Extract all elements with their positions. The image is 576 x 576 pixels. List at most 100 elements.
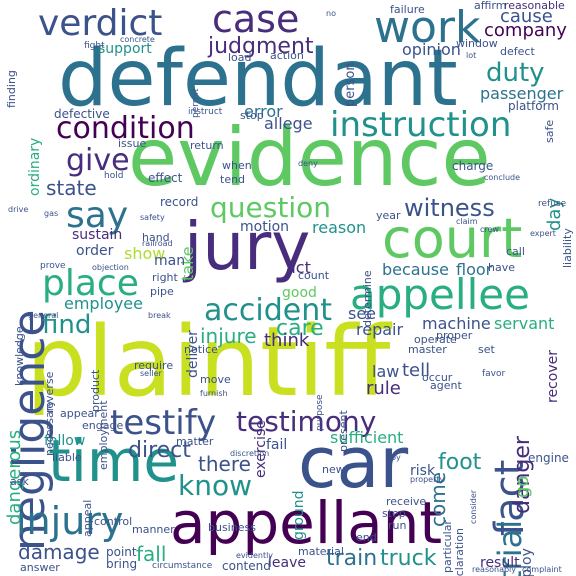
word-have: have — [488, 261, 515, 274]
word-safety: safety — [140, 213, 165, 222]
word-opinion: opinion — [402, 40, 461, 59]
word-ordinary: ordinary — [27, 137, 43, 196]
word-appeal: appeal — [81, 499, 94, 537]
word-platform: platform — [508, 99, 559, 113]
word-conclude: conclude — [484, 173, 521, 182]
word-finding: finding — [5, 70, 18, 108]
word-reasonable: reasonable — [504, 0, 565, 12]
word-liable: liable — [52, 451, 82, 464]
word-lot: lot — [466, 51, 477, 60]
word-testimony: testimony — [236, 405, 377, 438]
word-hold: hold — [104, 171, 124, 181]
word-objection: objection — [92, 263, 129, 272]
word-reasonably: reasonably — [472, 565, 517, 574]
word-right: right — [152, 271, 178, 284]
word-effect: effect — [148, 171, 183, 185]
word-result: result — [480, 555, 520, 571]
word-master: master — [408, 343, 447, 356]
word-question: question — [210, 191, 331, 224]
word-recover: recover — [545, 350, 561, 403]
word-action: action — [270, 49, 304, 62]
word-evidently: evidently — [236, 551, 274, 560]
word-show: show — [124, 244, 166, 263]
word-passenger: passenger — [480, 84, 564, 103]
word-set: set — [478, 343, 495, 356]
word-floor: floor — [456, 260, 493, 279]
word-place: place — [42, 263, 139, 304]
word-crew: crew — [480, 225, 499, 234]
word-receive: receive — [386, 495, 427, 508]
word-witness: witness — [404, 194, 495, 222]
word-complaint: complaint — [522, 565, 562, 574]
word-plaintiff: plaintiff — [26, 306, 391, 418]
word-company: company — [484, 20, 567, 41]
word-time: time — [48, 427, 180, 495]
word-injury: injury — [16, 499, 124, 543]
word-run: run — [388, 519, 407, 532]
word-proper: proper — [436, 329, 473, 342]
word-car: car — [298, 422, 409, 504]
word-defect: defect — [500, 45, 535, 58]
word-machine: machine — [422, 314, 491, 333]
word-property: property — [410, 475, 445, 484]
word-tend: tend — [220, 173, 246, 186]
word-end: end — [356, 531, 377, 544]
word-give: give — [66, 143, 130, 178]
word-refuse: refuse — [538, 199, 567, 209]
word-prove: prove — [40, 261, 66, 271]
word-determine: determine — [361, 270, 374, 327]
word-state: state — [46, 176, 97, 200]
word-fail: fail — [266, 437, 288, 453]
word-no: no — [326, 9, 336, 18]
word-furnish: furnish — [200, 389, 228, 398]
word-ground: ground — [291, 490, 307, 540]
word-judgment: judgment — [208, 34, 314, 59]
word-hand: hand — [142, 231, 170, 244]
word-control: control — [94, 515, 133, 528]
word-material: material — [298, 545, 344, 558]
word-man: man — [154, 253, 186, 269]
word-deny: deny — [298, 159, 318, 168]
word-seller: seller — [140, 369, 162, 378]
word-year: year — [376, 209, 401, 222]
word-rule: rule — [366, 378, 401, 399]
word-agent: agent — [430, 379, 462, 392]
word-sufficient: sufficient — [330, 428, 404, 447]
word-risk: risk — [410, 463, 436, 479]
word-answer: answer — [20, 561, 60, 574]
word-liability: liability — [561, 228, 574, 268]
word-truck: truck — [380, 546, 437, 571]
word-manner: manner — [132, 523, 175, 536]
word-case: case — [212, 0, 300, 41]
word-sustain: sustain — [72, 227, 123, 243]
word-engine: engine — [528, 451, 569, 465]
word-repair: repair — [356, 320, 404, 339]
word-knowledge: knowledge — [13, 326, 26, 386]
word-boy: boy — [386, 453, 401, 462]
word-occur: occur — [422, 371, 453, 384]
word-when: when — [222, 159, 252, 172]
word-declaration: declaration — [453, 528, 466, 576]
word-condition: condition — [56, 111, 195, 146]
word-record: record — [160, 195, 199, 209]
word-there: there — [198, 452, 251, 476]
word-pipe: pipe — [150, 285, 174, 298]
word-evidence: evidence — [128, 111, 491, 204]
word-move: move — [200, 373, 231, 386]
word-claim: claim — [456, 217, 478, 226]
word-act: act — [286, 258, 311, 277]
word-know: know — [178, 469, 252, 502]
word-error: error — [244, 102, 283, 121]
word-cause: cause — [500, 6, 553, 27]
word-allege: allege — [264, 114, 313, 133]
word-person: person — [343, 62, 358, 107]
word-circumstance: circumstance — [152, 561, 213, 571]
word-business: business — [208, 521, 256, 534]
word-servant: servant — [494, 314, 555, 333]
word-favor: favor — [482, 369, 506, 379]
word-purpose: purpose — [315, 394, 325, 431]
word-appellant: appellant — [170, 489, 443, 557]
word-new: new — [322, 463, 345, 476]
word-appear: appear — [60, 407, 99, 420]
word-charge: charge — [452, 159, 494, 173]
